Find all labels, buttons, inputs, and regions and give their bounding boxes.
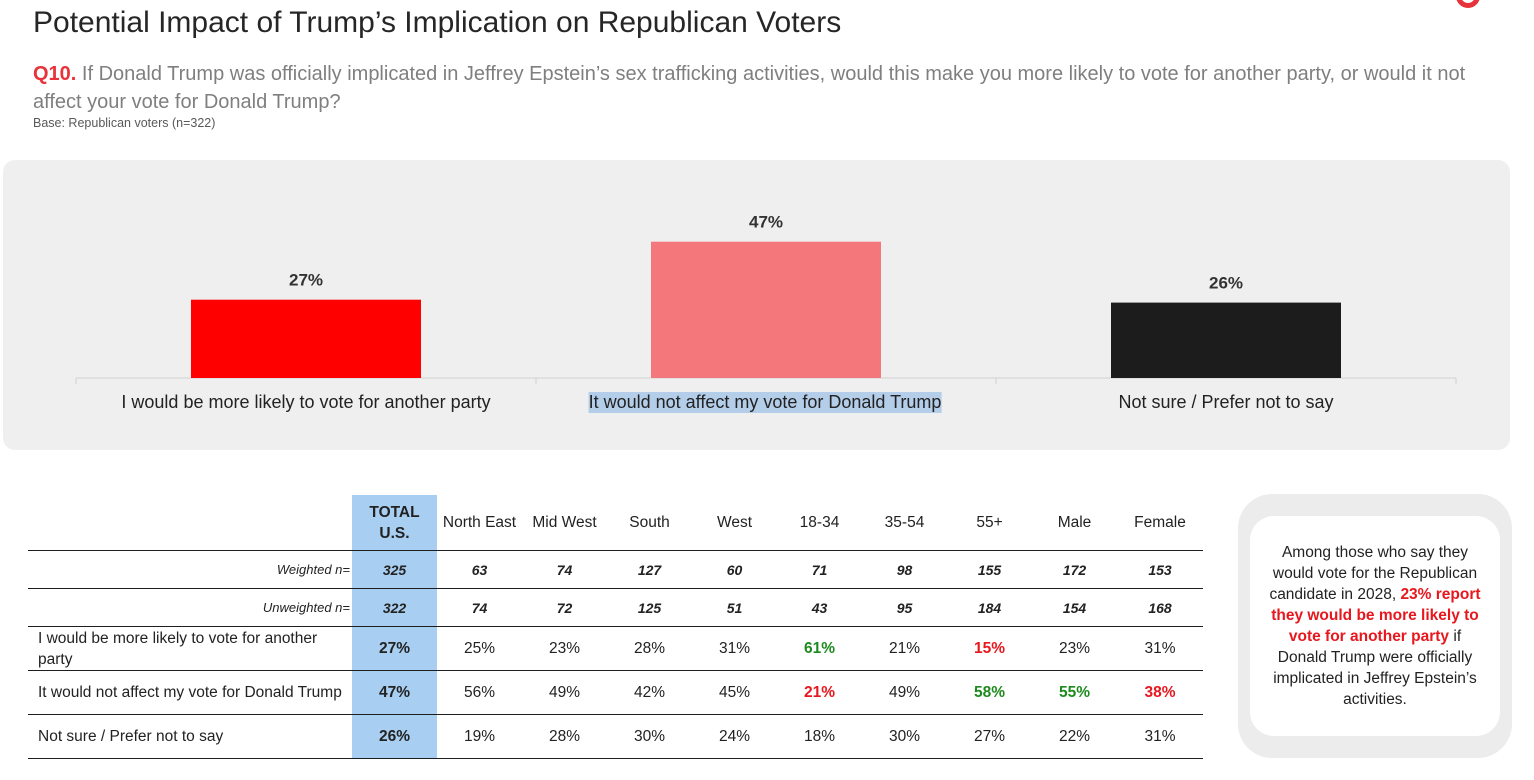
- table-cell: 19%: [463, 727, 496, 745]
- table-cell: 322: [352, 588, 437, 627]
- bar-value-label-1: 27%: [289, 271, 323, 290]
- table-cell-significant-lower: 21%: [803, 683, 836, 701]
- table-cell: 27%: [973, 727, 1006, 745]
- bar-2: [651, 241, 881, 378]
- table-cell: 21%: [888, 639, 921, 657]
- table-row-not-affect: It would not affect my vote for Donald T…: [28, 670, 1203, 715]
- table-cell: 22%: [1058, 727, 1091, 745]
- insight-text-emphasis: 23% report they would be more likely to …: [1271, 586, 1481, 645]
- table-cell: 127: [637, 561, 662, 578]
- base-note: Base: Republican voters (n=322): [33, 116, 216, 130]
- insight-callout: Among those who say they would vote for …: [1238, 494, 1512, 758]
- table-cell: 153: [1148, 561, 1172, 578]
- table-cell: 28%: [633, 639, 666, 657]
- table-cell: 25%: [463, 639, 496, 657]
- bar-value-label-2: 47%: [749, 213, 783, 232]
- table-cell: 74: [556, 561, 573, 578]
- insight-text-outro: if Donald Trump were officially implicat…: [1273, 628, 1477, 708]
- table-header-row: TOTAL U.S. North East Mid West South Wes…: [28, 495, 1203, 551]
- header-west: West: [716, 514, 753, 531]
- header-south: South: [629, 514, 670, 531]
- table-cell: 72: [556, 599, 573, 616]
- table-cell: 154: [1062, 599, 1087, 616]
- table-cell: 74: [471, 599, 488, 616]
- table-row-weighted-n: Weighted n= 325 63 74 127 60 71 98 155 1…: [28, 550, 1203, 589]
- row-label: Unweighted n=: [262, 600, 350, 615]
- table-cell: 71: [811, 561, 828, 578]
- insight-text: Among those who say they would vote for …: [1264, 542, 1486, 710]
- crosstab-table: TOTAL U.S. North East Mid West South Wes…: [28, 495, 1203, 759]
- insight-text-intro: Among those who say they would vote for …: [1269, 544, 1478, 603]
- category-label-not-sure: Not sure / Prefer not to say: [1118, 392, 1334, 412]
- bar-3: [1111, 302, 1341, 378]
- table-cell: 18%: [803, 727, 836, 745]
- insight-callout-inner: Among those who say they would vote for …: [1250, 516, 1500, 736]
- bar-1: [191, 299, 421, 378]
- bar-chart: 27% 47% 26%: [75, 213, 1457, 384]
- brand-logo-mark: [1456, 0, 1480, 8]
- header-blank: [28, 495, 352, 551]
- table-cell: 168: [1148, 599, 1172, 616]
- row-label: I would be more likely to vote for anoth…: [38, 629, 318, 668]
- row-label: Weighted n=: [276, 562, 350, 577]
- table-cell: 51: [726, 599, 743, 616]
- header-north-east: North East: [442, 514, 517, 531]
- header-18-34: 18-34: [799, 514, 840, 531]
- question-body: If Donald Trump was officially implicate…: [33, 63, 1466, 113]
- header-total: TOTAL U.S.: [352, 495, 437, 551]
- row-label: It would not affect my vote for Donald T…: [38, 684, 342, 701]
- table-cell: 31%: [1144, 639, 1176, 657]
- question-number: Q10.: [33, 63, 77, 85]
- table-cell: 125: [637, 599, 662, 616]
- table-cell: 31%: [718, 639, 751, 657]
- question-text: Q10. If Donald Trump was officially impl…: [33, 60, 1473, 116]
- table-cell: 45%: [718, 683, 751, 701]
- table-cell: 172: [1062, 561, 1087, 578]
- table-cell: 56%: [463, 683, 496, 701]
- table-cell: 28%: [548, 727, 581, 745]
- table-row-another-party: I would be more likely to vote for anoth…: [28, 626, 1203, 671]
- table-cell: 49%: [548, 683, 581, 701]
- table-cell: 155: [977, 561, 1002, 578]
- table-cell-significant-lower: 38%: [1144, 683, 1176, 701]
- bar-value-label-3: 26%: [1209, 274, 1243, 293]
- row-label: Not sure / Prefer not to say: [38, 728, 224, 745]
- table-cell: 184: [977, 599, 1002, 616]
- table-cell: 49%: [888, 683, 921, 701]
- header-35-54: 35-54: [884, 514, 925, 531]
- header-mid-west: Mid West: [532, 514, 597, 531]
- header-55-plus: 55+: [976, 514, 1003, 531]
- table-cell-significant-higher: 61%: [803, 639, 836, 657]
- table-cell: 23%: [1058, 639, 1091, 657]
- table-cell: 30%: [888, 727, 921, 745]
- table-cell: 98: [896, 561, 913, 578]
- table-cell: 325: [352, 550, 437, 589]
- table-cell: 31%: [1144, 727, 1176, 745]
- table-cell-significant-higher: 55%: [1058, 683, 1091, 701]
- category-label-not-affect: It would not affect my vote for Donald T…: [588, 392, 942, 413]
- header-female: Female: [1134, 514, 1186, 531]
- table-cell: 30%: [633, 727, 666, 745]
- table-cell: 26%: [352, 714, 437, 759]
- table-row-unweighted-n: Unweighted n= 322 74 72 125 51 43 95 184…: [28, 588, 1203, 627]
- table-cell: 23%: [548, 639, 581, 657]
- table-cell: 63: [471, 561, 488, 578]
- page-title: Potential Impact of Trump’s Implication …: [33, 6, 842, 39]
- table-cell: 42%: [633, 683, 666, 701]
- table-cell: 60: [726, 561, 743, 578]
- table-row-not-sure: Not sure / Prefer not to say 26% 19% 28%…: [28, 714, 1203, 759]
- table-cell: 47%: [352, 670, 437, 715]
- header-male: Male: [1057, 514, 1092, 531]
- chart-panel: 27% 47% 26% I would be more likely to vote…: [3, 160, 1510, 450]
- table-cell: 95: [896, 599, 913, 616]
- table-cell-significant-lower: 15%: [973, 639, 1006, 657]
- table-cell-significant-higher: 58%: [973, 683, 1006, 701]
- table-cell: 24%: [718, 727, 751, 745]
- category-label-another-party: I would be more likely to vote for anoth…: [121, 392, 491, 412]
- table-cell: 43: [811, 599, 828, 616]
- table-cell: 27%: [352, 626, 437, 671]
